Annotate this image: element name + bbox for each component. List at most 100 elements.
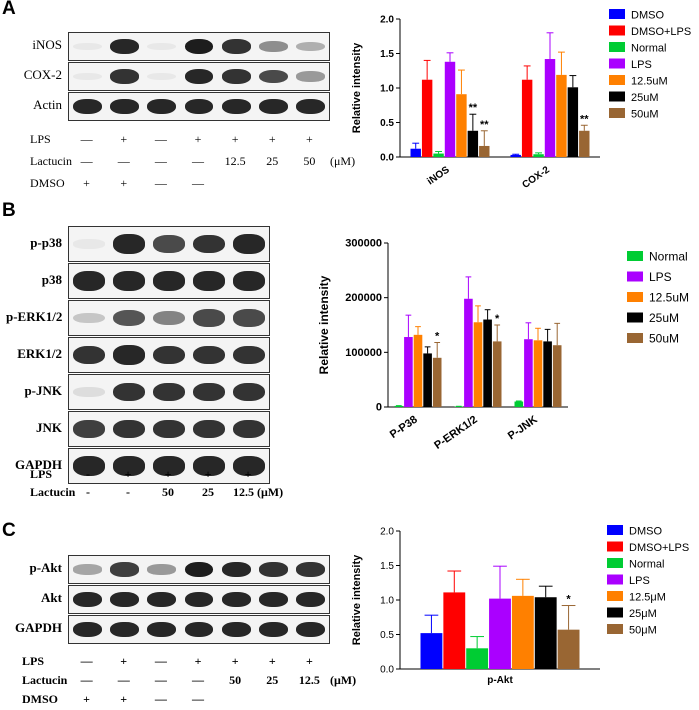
blot-band xyxy=(295,562,325,577)
blot-band xyxy=(110,591,140,608)
legend-swatch xyxy=(627,292,643,302)
legend-label: LPS xyxy=(629,575,650,587)
bar-lps xyxy=(464,298,473,407)
blot-band xyxy=(73,312,105,324)
blot-band xyxy=(258,621,288,638)
condition-cell: 50 xyxy=(162,485,174,499)
bar-chart-b: 0 100000 200000 300000 Relative intensity * P-… xyxy=(317,238,689,452)
blot-strip xyxy=(68,337,270,373)
blot-label-p-erk1-2: p-ERK1/2 xyxy=(6,308,63,324)
blot-band xyxy=(193,309,225,327)
legend-swatch xyxy=(607,591,623,601)
significance-mark: * xyxy=(566,594,571,606)
condition-cell: — xyxy=(154,654,167,668)
blot-band xyxy=(295,621,325,638)
blot-label-gapdh: GAPDH xyxy=(15,456,62,472)
blot-band xyxy=(295,41,325,52)
bar-50um xyxy=(432,357,442,407)
blot-band xyxy=(258,69,288,84)
bar-50-m xyxy=(557,629,580,669)
legend-label: 25uM xyxy=(631,92,659,104)
legend-label: 12.5uM xyxy=(649,291,689,305)
blot-band xyxy=(258,98,288,115)
y-tick-label: 1.5 xyxy=(380,561,394,572)
blot-band xyxy=(113,234,145,254)
blot-band xyxy=(233,456,265,476)
blot-band xyxy=(193,234,225,254)
blot-band xyxy=(113,419,145,439)
condition-cell: — xyxy=(154,673,167,687)
blot-strip xyxy=(68,92,330,121)
blot-band xyxy=(153,382,185,402)
blot-band xyxy=(295,591,325,608)
bar-dmso xyxy=(410,148,421,157)
blot-strip xyxy=(68,300,270,336)
condition-cell: 25 xyxy=(266,154,279,168)
condition-label-lactucin: Lactucin xyxy=(30,154,72,168)
blot-band xyxy=(147,621,177,638)
condition-cell: — xyxy=(154,154,167,168)
y-axis-label: Relative intensity xyxy=(317,275,331,374)
blot-band xyxy=(221,561,251,578)
condition-cell: + xyxy=(120,654,128,668)
legend-swatch xyxy=(627,271,643,282)
blot-band xyxy=(73,98,103,115)
legend-label: 25μM xyxy=(629,608,657,620)
condition-cell: — xyxy=(80,673,93,687)
category-label: P-ERK1/2 xyxy=(432,414,479,452)
y-tick-label: 200000 xyxy=(345,292,382,304)
condition-cell: + xyxy=(164,467,172,481)
blot-label-actin: Actin xyxy=(33,97,62,112)
y-axis-label: Relative intensity xyxy=(351,42,363,133)
blot-band xyxy=(258,562,288,577)
legend-label: LPS xyxy=(649,270,672,284)
condition-cell: — xyxy=(192,176,204,190)
condition-cell: + xyxy=(268,654,276,668)
legend-swatch xyxy=(607,574,623,585)
condition-unit: (μM) xyxy=(330,154,356,168)
blot-label-inos: iNOS xyxy=(32,37,62,52)
legend-swatch xyxy=(607,558,623,568)
blot-band xyxy=(147,98,177,115)
condition-cell: + xyxy=(83,692,90,706)
legend-swatch xyxy=(627,251,643,261)
blot-band xyxy=(184,561,214,578)
blot-band xyxy=(73,72,103,81)
condition-cell: — xyxy=(117,673,130,687)
blot-strip xyxy=(68,411,270,447)
legend-label: DMSO xyxy=(631,10,664,22)
blot-band xyxy=(113,456,145,476)
category-label: p-Akt xyxy=(487,675,513,686)
legend-label: Normal xyxy=(631,43,666,55)
bar-dmso xyxy=(510,154,521,157)
panel-letter-a: A xyxy=(2,0,16,19)
condition-cell: — xyxy=(154,132,167,146)
condition-cell: - xyxy=(126,485,130,499)
condition-cell: 25 xyxy=(266,673,279,687)
y-tick-label: 100000 xyxy=(345,347,382,359)
blot-band xyxy=(184,621,214,638)
bar-25um xyxy=(543,341,552,407)
condition-unit: (μM) xyxy=(330,673,357,687)
blot-band xyxy=(147,72,177,81)
bar-lps xyxy=(444,61,456,157)
bar-chart-c: 0.0 0.5 1.0 1.5 2.0 Relative intensity * p-Akt D… xyxy=(351,525,689,686)
significance-mark: ** xyxy=(580,113,589,125)
legend-swatch xyxy=(607,525,623,535)
condition-cell: + xyxy=(306,132,313,146)
condition-cell: + xyxy=(120,692,128,706)
blot-band xyxy=(193,271,225,291)
blot-label-p-jnk: p-JNK xyxy=(24,382,62,398)
blot-band xyxy=(113,271,145,291)
blot-band xyxy=(233,309,265,327)
y-tick-label: 1.0 xyxy=(380,84,394,95)
condition-label-lactucin: Lactucin xyxy=(22,673,68,687)
legend-swatch xyxy=(607,624,623,634)
y-tick-label: 2.0 xyxy=(380,527,394,538)
y-tick-label: 0.0 xyxy=(380,153,394,164)
blot-strip xyxy=(68,555,330,584)
condition-cell: — xyxy=(192,692,204,706)
legend-swatch xyxy=(609,9,625,19)
blot-band xyxy=(233,419,265,439)
